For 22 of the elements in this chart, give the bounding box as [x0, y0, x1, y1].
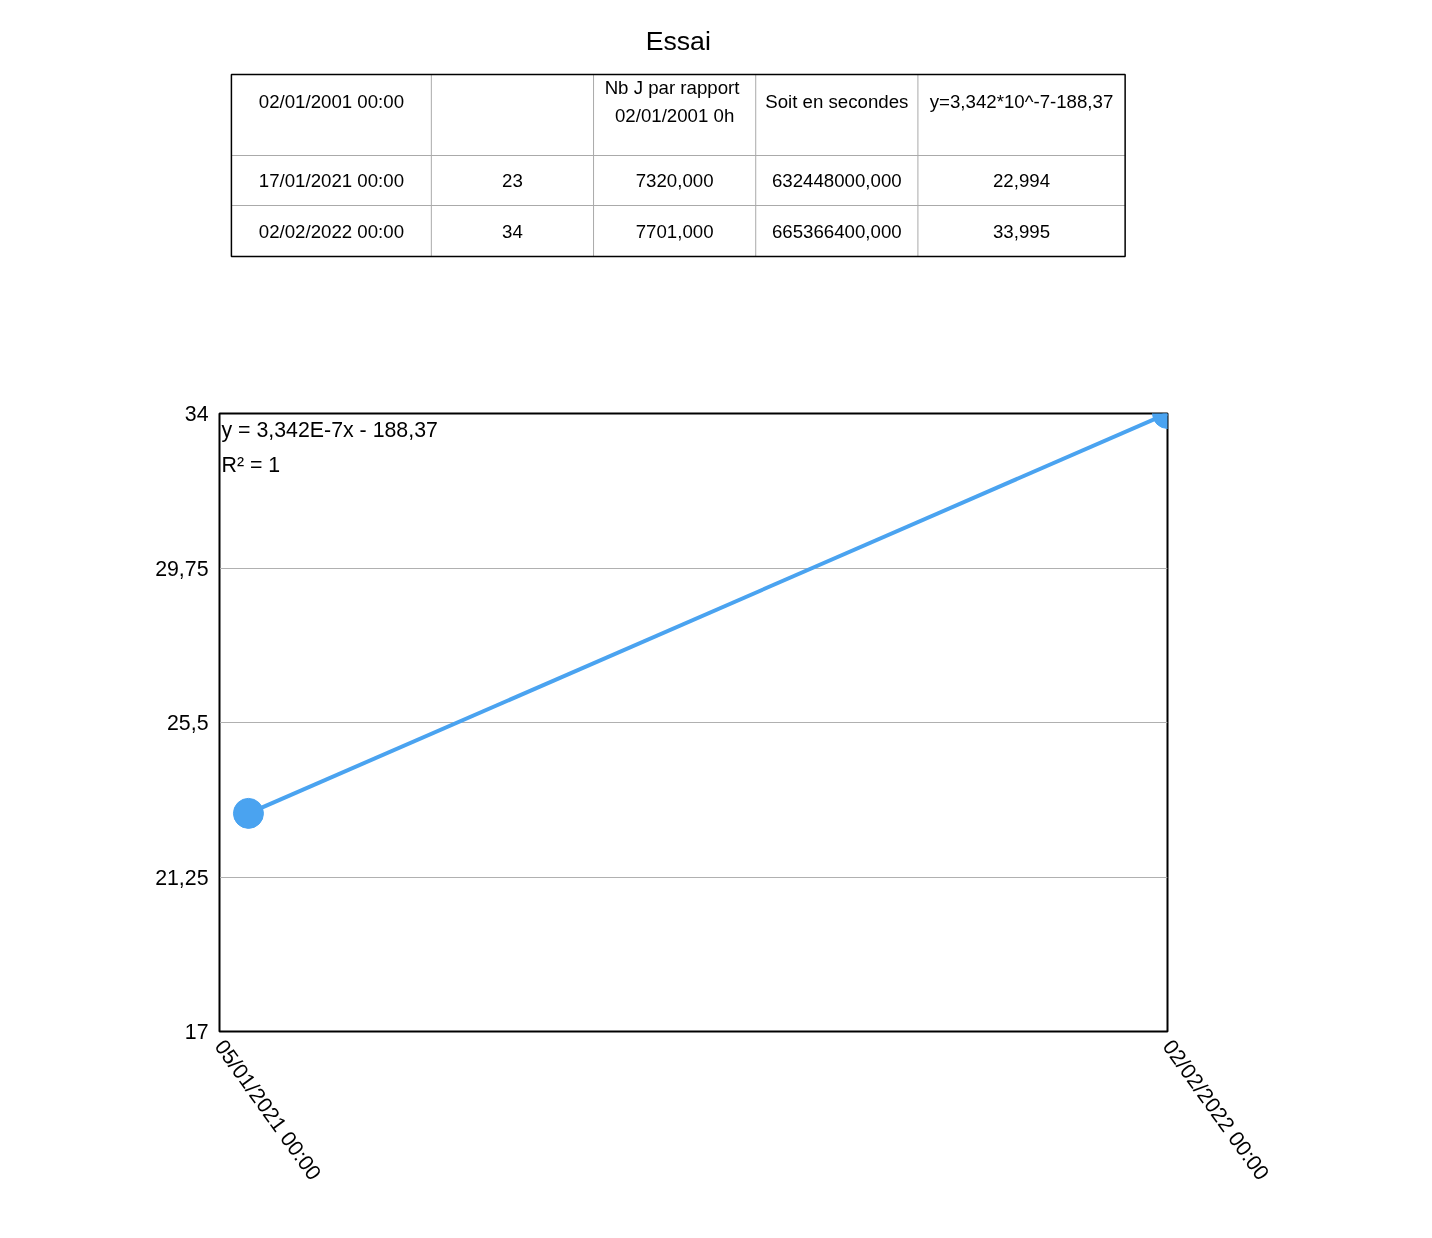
- annotation: y = 3,342E-7x - 188,37: [221, 417, 438, 442]
- y-tick-label: 29,75: [155, 556, 209, 581]
- y-tick-label: 34: [184, 402, 209, 426]
- text: 23: [502, 170, 523, 191]
- text: Nb J par rapport 02/01/2001 0h: [604, 77, 741, 126]
- text: 665366400,000: [771, 220, 902, 242]
- text: y=3,342*10^-7-188,37: [929, 91, 1114, 112]
- text: Soit en secondes: [765, 91, 909, 112]
- text: 632448000,000: [771, 170, 902, 191]
- text: 02/01/2001 00:00: [258, 91, 405, 112]
- text: 7320,000: [635, 170, 714, 191]
- y-tick-label: 21,25: [155, 865, 209, 890]
- text: 34: [502, 220, 523, 242]
- annotation: R² = 1: [221, 452, 281, 477]
- text: 17/01/2021 00:00: [258, 170, 405, 191]
- text: 22,994: [993, 170, 1051, 191]
- y-tick-label: 25,5: [166, 711, 209, 735]
- y-tick-label: 17: [184, 1020, 209, 1044]
- text: 7701,000: [635, 220, 714, 242]
- text: 02/02/2022 00:00: [258, 220, 405, 242]
- text: 33,995: [993, 220, 1051, 242]
- chart-title: Essai: [645, 25, 711, 56]
